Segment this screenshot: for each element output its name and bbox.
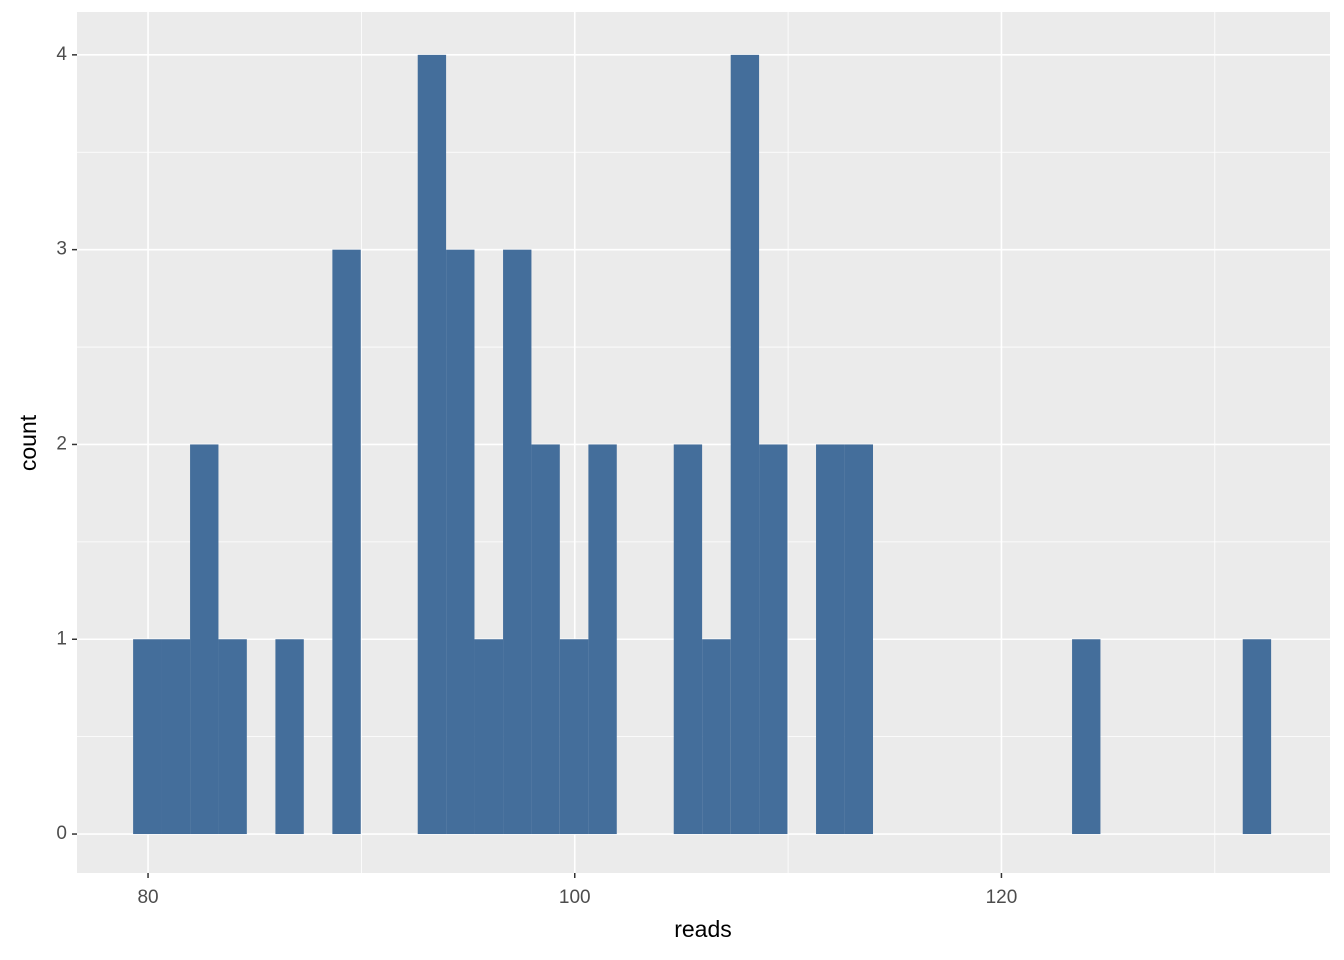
bar	[844, 444, 874, 835]
bar	[218, 639, 247, 835]
x-tick-label: 80	[137, 887, 158, 908]
bar	[730, 54, 760, 835]
bar	[1242, 639, 1272, 835]
bar	[417, 54, 447, 835]
bar	[474, 639, 504, 835]
bar	[446, 249, 475, 835]
bar	[588, 444, 617, 835]
bar	[161, 639, 191, 835]
x-tick-label: 100	[559, 887, 591, 908]
bar	[816, 444, 845, 835]
x-tick-label: 120	[986, 887, 1018, 908]
bar	[702, 639, 731, 835]
y-tick-label: 2	[56, 433, 67, 454]
bar	[1072, 639, 1101, 835]
y-axis-label: count	[15, 414, 41, 471]
bar	[531, 444, 560, 835]
bar	[190, 444, 219, 835]
y-tick-label: 3	[56, 239, 67, 260]
bar	[503, 249, 532, 835]
y-tick-label: 4	[56, 44, 67, 65]
x-axis-label: reads	[674, 916, 732, 942]
bar	[332, 249, 361, 835]
bar	[133, 639, 162, 835]
bar	[673, 444, 703, 835]
bar	[559, 639, 589, 835]
y-tick-label: 1	[56, 628, 67, 649]
bar	[759, 444, 788, 835]
bar	[275, 639, 304, 835]
y-tick-label: 0	[56, 823, 67, 844]
